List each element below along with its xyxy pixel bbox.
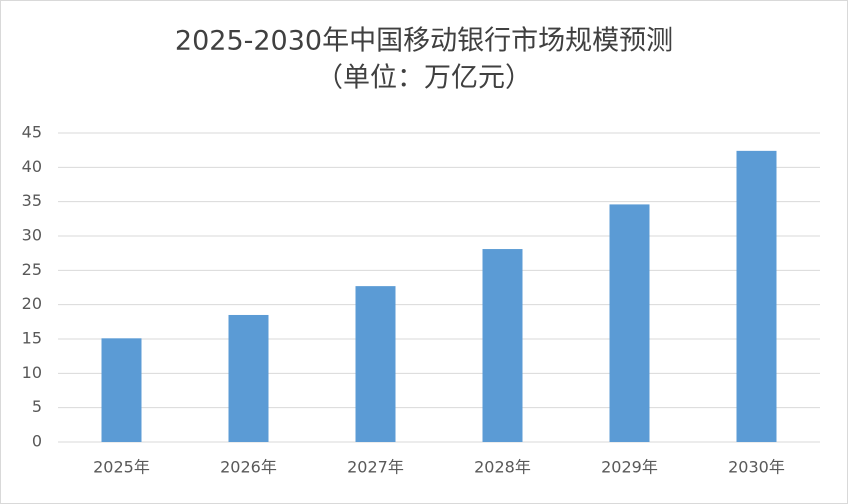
bar — [482, 249, 523, 442]
y-tick-label: 15 — [22, 329, 42, 348]
x-tick-label: 2028年 — [474, 458, 531, 477]
x-tick-label: 2027年 — [347, 458, 404, 477]
y-tick-label: 20 — [22, 294, 42, 313]
y-tick-label: 0 — [32, 432, 42, 451]
y-tick-label: 10 — [22, 363, 42, 382]
y-tick-label: 45 — [22, 123, 42, 142]
y-tick-label: 35 — [22, 191, 42, 210]
x-tick-label: 2026年 — [220, 458, 277, 477]
x-tick-label: 2030年 — [728, 458, 785, 477]
bar — [609, 204, 650, 442]
y-tick-label: 40 — [22, 157, 42, 176]
bar — [736, 150, 777, 442]
chart-subtitle: （单位：万亿元） — [316, 63, 532, 94]
bar — [355, 286, 396, 442]
bar — [101, 338, 142, 442]
bar — [228, 314, 269, 442]
y-tick-label: 5 — [32, 397, 42, 416]
y-tick-label: 30 — [22, 226, 42, 245]
chart-title: 2025-2030年中国移动银行市场规模预测 — [175, 26, 673, 57]
x-tick-label: 2029年 — [601, 458, 658, 477]
y-tick-label: 25 — [22, 260, 42, 279]
x-tick-label: 2025年 — [93, 458, 150, 477]
